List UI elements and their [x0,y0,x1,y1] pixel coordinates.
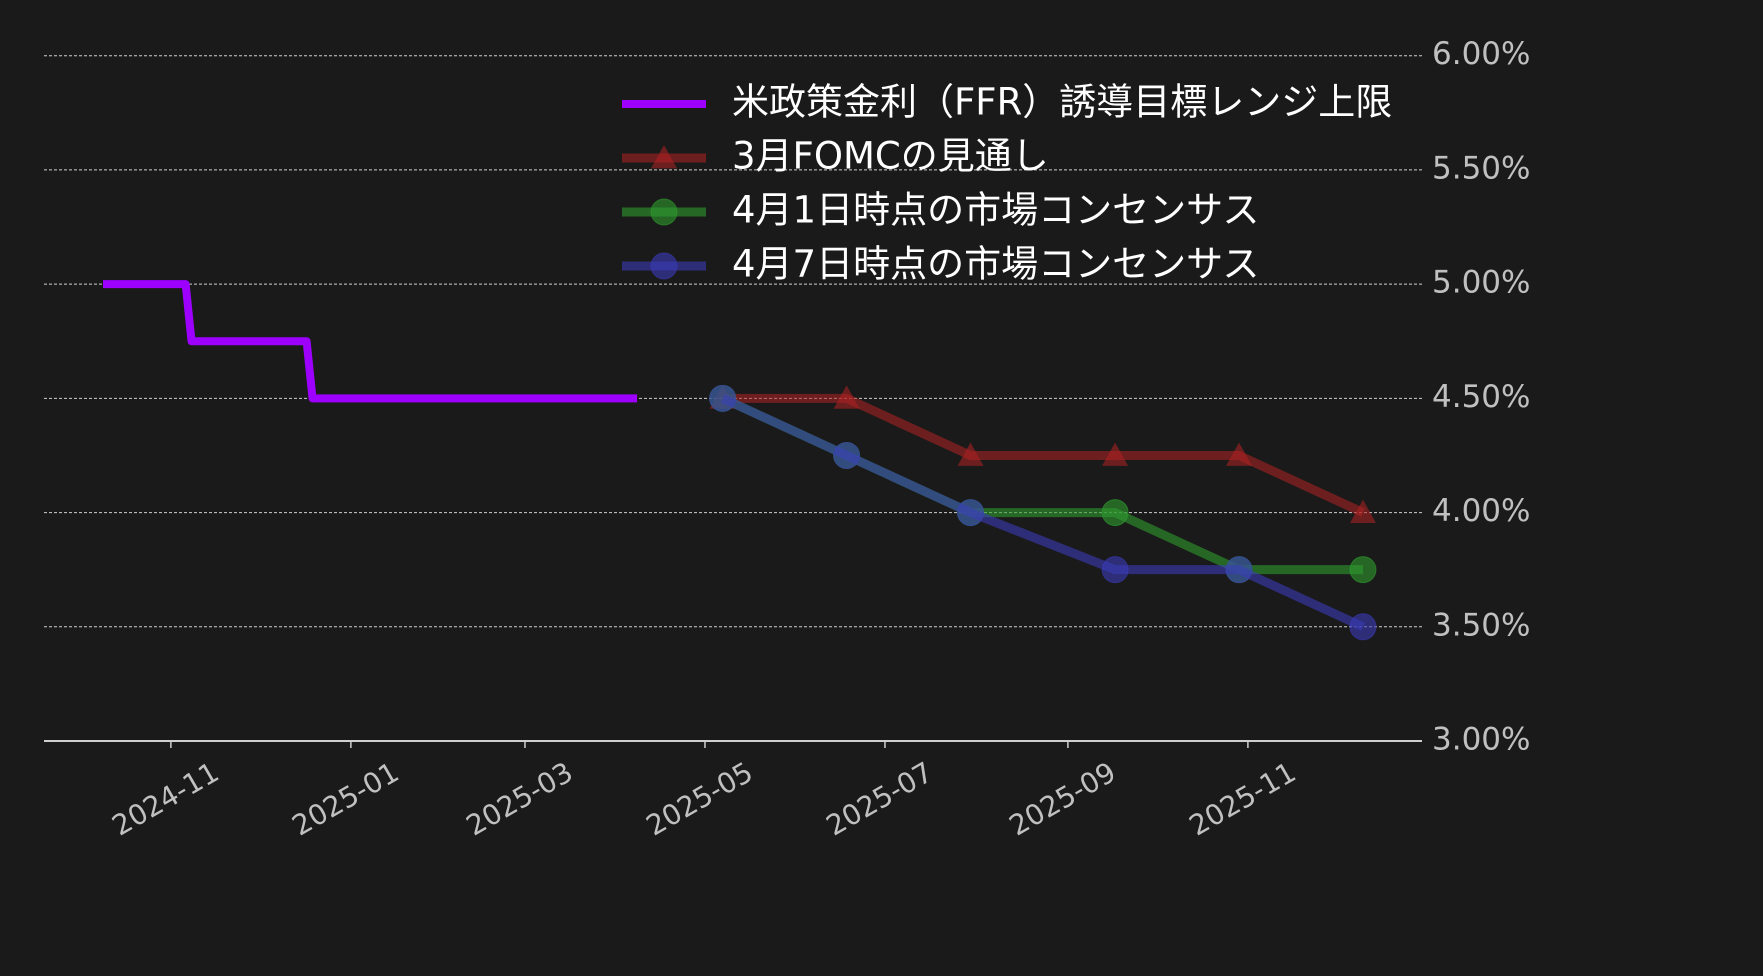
marker [833,441,861,469]
marker [650,198,678,226]
y-tick-label: 5.50% [1432,150,1530,186]
marker [957,499,985,527]
marker [651,145,677,169]
marker [650,252,678,280]
marker [833,385,860,409]
marker [957,442,984,466]
y-tick-label: 5.00% [1432,265,1530,301]
y-tick-label: 4.00% [1432,493,1530,529]
marker [1101,499,1129,527]
y-tick-label: 6.00% [1432,36,1530,72]
y-tick-label: 3.50% [1432,607,1530,643]
series-line [103,280,638,403]
marker [1102,442,1129,466]
marker [1349,499,1376,523]
marker [1225,556,1253,584]
legend-label: 米政策金利（FFR）誘導目標レンジ上限 [732,81,1392,124]
marker [1101,556,1129,584]
legend-label: 3月FOMCの見通し [732,135,1049,178]
y-tick-label: 4.50% [1432,379,1530,415]
marker [1349,556,1377,584]
marker [1349,613,1377,641]
series-line [720,394,1365,631]
legend-label: 4月1日時点の市場コンセンサス [732,189,1259,232]
marker [709,384,737,412]
legend-label: 4月7日時点の市場コンセンサス [732,243,1259,286]
series-line [722,393,1365,517]
y-tick-label: 3.00% [1432,722,1530,758]
marker [1226,442,1253,466]
legend: 米政策金利（FFR）誘導目標レンジ上限 3月FOMCの見通し 4月1日時点の市場コン… [622,81,1392,286]
